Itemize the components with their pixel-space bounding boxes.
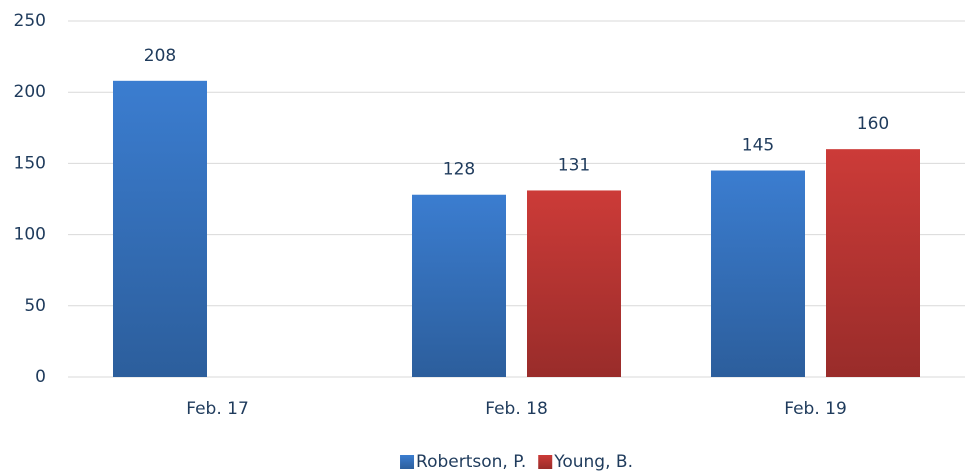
bar — [711, 170, 805, 377]
data-label: 128 — [443, 160, 475, 180]
data-label: 160 — [857, 114, 889, 134]
bar — [527, 190, 621, 377]
legend-swatch — [538, 455, 553, 469]
bar — [826, 149, 920, 377]
y-tick-label: 250 — [14, 11, 46, 31]
legend: Robertson, P. Young, B. — [400, 452, 633, 472]
data-label: 208 — [144, 46, 176, 66]
legend-label: Robertson, P. — [416, 452, 526, 472]
y-tick-label: 100 — [14, 225, 46, 245]
data-label: 145 — [742, 136, 774, 156]
x-tick-label: Feb. 18 — [485, 399, 548, 419]
legend-label: Young, B. — [553, 452, 633, 472]
y-tick-label: 50 — [24, 296, 46, 316]
x-tick-label: Feb. 17 — [186, 399, 249, 419]
y-tick-label: 0 — [35, 367, 46, 387]
bar — [412, 194, 506, 377]
y-tick-label: 200 — [14, 82, 46, 102]
data-label: 131 — [558, 155, 590, 175]
y-tick-label: 150 — [14, 153, 46, 173]
x-tick-label: Feb. 19 — [784, 399, 847, 419]
bar — [113, 80, 207, 378]
legend-swatch — [400, 455, 415, 469]
